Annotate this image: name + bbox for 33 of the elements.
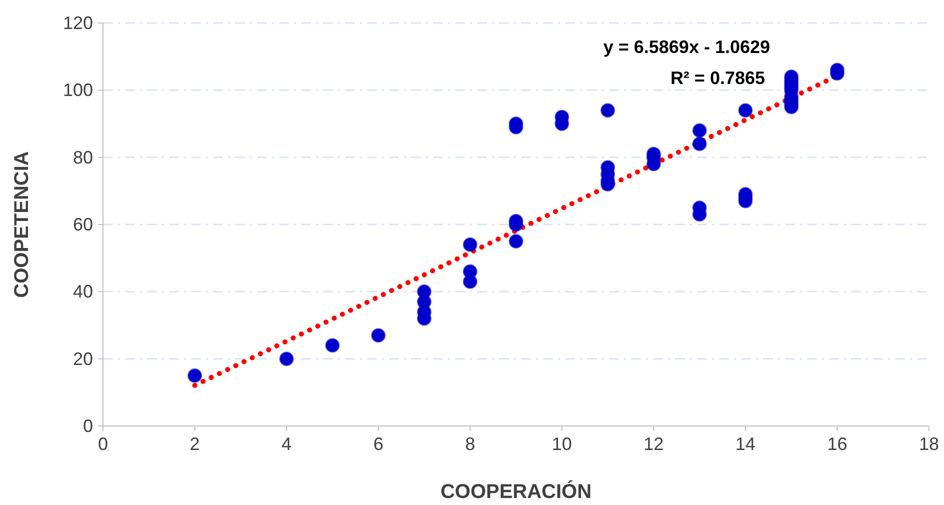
- y-tick-label: 100: [62, 80, 93, 100]
- point: [692, 136, 707, 152]
- y-tick-label: 20: [72, 348, 93, 369]
- x-tick-label: 8: [465, 434, 476, 454]
- point: [325, 338, 340, 353]
- annotation: y = 6.5869x - 1.0629: [603, 37, 770, 57]
- point: [462, 237, 478, 252]
- x-tick-label: 10: [552, 434, 572, 454]
- y-tick-label: 120: [62, 13, 93, 33]
- point: [279, 352, 294, 366]
- point: [371, 328, 386, 343]
- y-tick-label: 40: [72, 282, 93, 302]
- x-tick-label: 6: [373, 434, 384, 454]
- annotation: R² = 0.7865: [670, 68, 765, 88]
- x-axis-title: COOPERACIÓN: [440, 480, 592, 503]
- point: [416, 284, 432, 299]
- point: [692, 123, 707, 138]
- x-tick-label: 18: [918, 434, 940, 454]
- x-tick-label: 12: [644, 434, 664, 454]
- y-axis-title: COOPETENCIA: [11, 151, 33, 298]
- x-tick-label: 4: [282, 434, 292, 454]
- point: [738, 103, 753, 118]
- y-tick-label: 0: [82, 416, 93, 436]
- y-tick-label: 60: [72, 214, 93, 234]
- x-tick-label: 14: [735, 434, 756, 454]
- point: [600, 103, 616, 118]
- y-tick-label: 80: [72, 147, 93, 168]
- point: [508, 234, 524, 249]
- x-tick-label: 2: [190, 434, 200, 454]
- x-tick-label: 0: [98, 434, 108, 454]
- point: [188, 368, 202, 383]
- x-tick-label: 16: [827, 434, 848, 454]
- point: [462, 264, 478, 279]
